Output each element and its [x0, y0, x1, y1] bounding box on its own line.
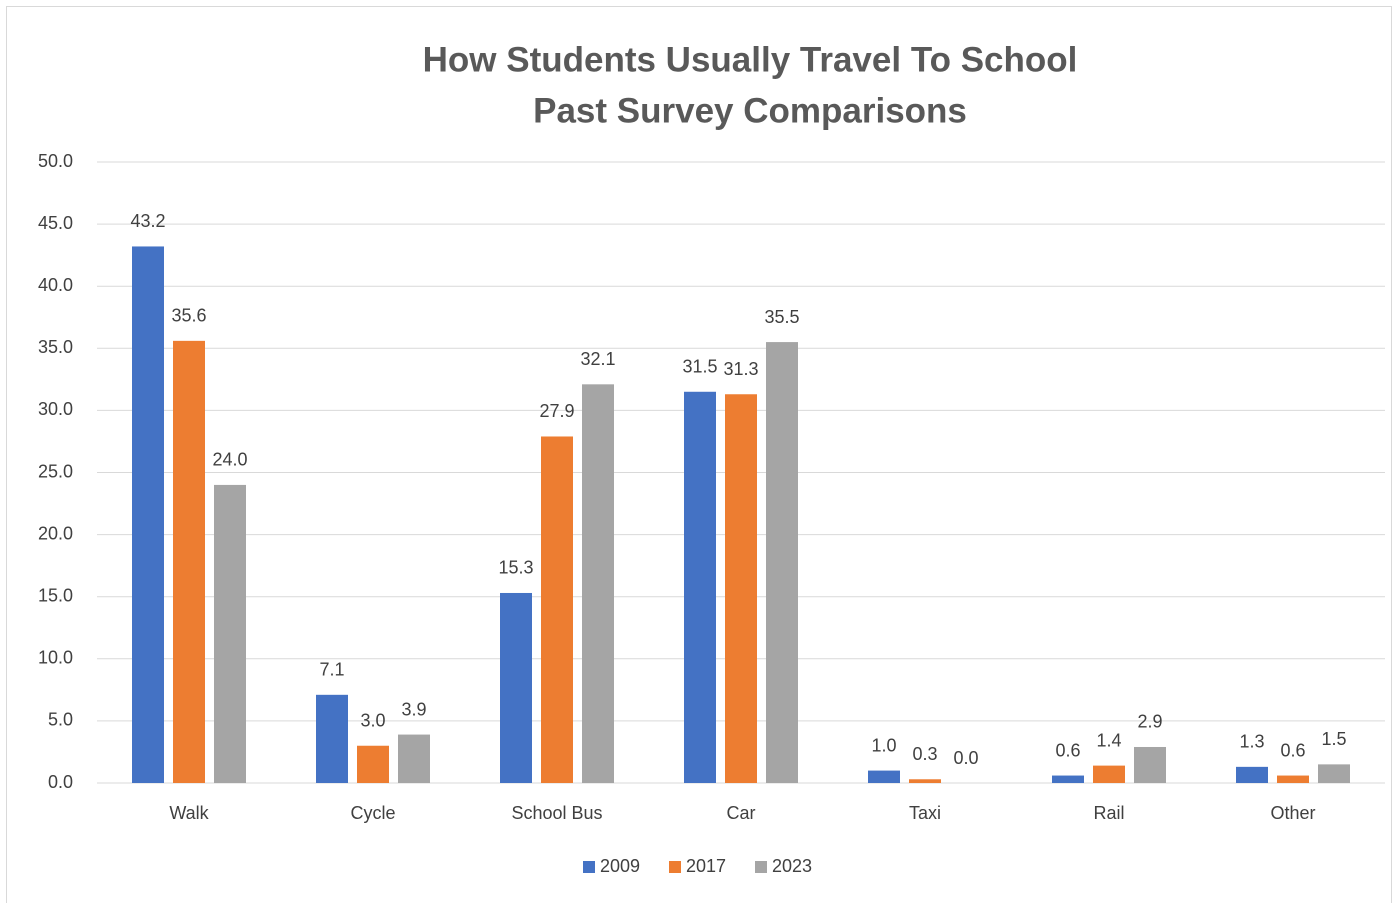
y-tick-label: 50.0 — [38, 151, 73, 171]
y-tick-label: 35.0 — [38, 337, 73, 357]
x-tick-label: Car — [726, 803, 755, 823]
y-tick-label: 25.0 — [38, 461, 73, 481]
bar — [582, 384, 614, 783]
y-tick-label: 20.0 — [38, 523, 73, 543]
y-tick-label: 15.0 — [38, 585, 73, 605]
chart-subtitle: Past Survey Comparisons — [533, 91, 967, 130]
data-label: 1.3 — [1239, 732, 1264, 752]
y-tick-label: 40.0 — [38, 275, 73, 295]
bar — [766, 342, 798, 783]
bar — [316, 694, 348, 783]
legend-label: 2023 — [772, 856, 812, 876]
data-label: 31.5 — [682, 357, 717, 377]
bar — [684, 391, 716, 783]
bar — [909, 779, 941, 783]
bar — [1052, 775, 1084, 783]
x-tick-label: Rail — [1093, 803, 1124, 823]
bar — [214, 484, 246, 783]
data-label: 31.3 — [723, 359, 758, 379]
y-tick-label: 0.0 — [48, 772, 73, 792]
data-label: 35.6 — [171, 306, 206, 326]
data-label: 15.3 — [498, 558, 533, 578]
bar — [725, 394, 757, 783]
bar — [357, 745, 389, 783]
bar — [398, 734, 430, 783]
bar — [1277, 775, 1309, 783]
data-label: 2.9 — [1137, 712, 1162, 732]
data-label: 1.5 — [1321, 729, 1346, 749]
data-label: 1.4 — [1096, 730, 1121, 750]
bar — [1134, 746, 1166, 783]
y-tick-label: 30.0 — [38, 399, 73, 419]
data-label: 35.5 — [764, 307, 799, 327]
legend-label: 2017 — [686, 856, 726, 876]
bar — [173, 340, 205, 783]
legend-swatch — [583, 861, 595, 873]
data-label: 0.6 — [1280, 740, 1305, 760]
legend-swatch — [669, 861, 681, 873]
chart-title: How Students Usually Travel To School — [423, 40, 1078, 79]
data-label: 1.0 — [871, 735, 896, 755]
legend-label: 2009 — [600, 856, 640, 876]
data-label: 32.1 — [580, 349, 615, 369]
bar — [1093, 765, 1125, 783]
bar — [500, 592, 532, 783]
bar — [132, 246, 164, 783]
x-tick-label: Walk — [169, 803, 209, 823]
bar — [1318, 764, 1350, 783]
bar — [1236, 766, 1268, 783]
y-tick-label: 45.0 — [38, 213, 73, 233]
x-tick-label: Cycle — [350, 803, 395, 823]
data-label: 0.3 — [912, 744, 937, 764]
data-label: 0.0 — [953, 748, 978, 768]
y-tick-label: 5.0 — [48, 710, 73, 730]
bar — [541, 436, 573, 783]
legend-swatch — [755, 861, 767, 873]
data-label: 3.9 — [401, 699, 426, 719]
x-tick-label: Taxi — [909, 803, 941, 823]
data-label: 0.6 — [1055, 740, 1080, 760]
data-label: 7.1 — [319, 660, 344, 680]
x-tick-label: School Bus — [511, 803, 602, 823]
data-label: 24.0 — [212, 450, 247, 470]
y-tick-label: 10.0 — [38, 648, 73, 668]
x-tick-label: Other — [1270, 803, 1315, 823]
data-label: 43.2 — [130, 211, 165, 231]
data-label: 3.0 — [360, 710, 385, 730]
bar — [868, 770, 900, 783]
data-label: 27.9 — [539, 401, 574, 421]
